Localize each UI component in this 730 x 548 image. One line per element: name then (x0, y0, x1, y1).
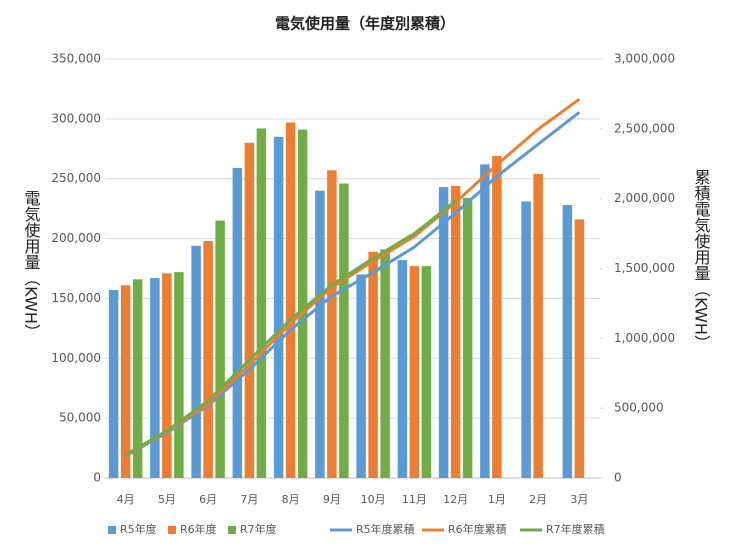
legend-swatch (168, 526, 176, 534)
chart-title: 電気使用量（年度別累積） (275, 15, 455, 33)
legend-label: R5年度 (120, 522, 157, 536)
x-tick-label: 10月 (361, 493, 386, 506)
x-tick-label: 3月 (570, 493, 588, 506)
bar (480, 164, 490, 478)
bar (368, 251, 378, 478)
bar (315, 190, 325, 478)
y-tick-label: 350,000 (51, 52, 101, 66)
bar (132, 279, 143, 478)
legend-label: R6年度 (180, 522, 217, 536)
bar (297, 129, 308, 479)
x-tick-label: 4月 (117, 493, 135, 506)
bar (397, 260, 408, 478)
bar (574, 219, 585, 478)
y-tick-label: 200,000 (51, 231, 101, 245)
line (124, 97, 581, 457)
legend-label: R7年度累積 (546, 522, 605, 536)
y-axis-title: 電気使用量（KWH） (22, 190, 41, 340)
bar (380, 249, 390, 478)
x-tick-label: 9月 (323, 493, 341, 506)
y-tick-label: 0 (93, 471, 101, 485)
x-tick-label: 12月 (443, 493, 468, 506)
legend-swatch (108, 526, 116, 534)
bar (462, 197, 473, 478)
y2-tick-label: 3,000,000 (614, 52, 675, 66)
bar (150, 278, 160, 478)
y2-tick-label: 1,500,000 (614, 261, 675, 275)
bar (162, 273, 172, 478)
y2-tick-label: 0 (614, 471, 622, 485)
legend-label: R7年度 (240, 522, 277, 536)
bar (356, 274, 366, 478)
bar (521, 201, 531, 478)
x-tick-label: 2月 (529, 493, 547, 506)
bar (174, 272, 184, 478)
y-tick-label: 50,000 (59, 411, 101, 425)
bar (191, 245, 201, 478)
x-tick-label: 8月 (282, 493, 300, 506)
y2-axis-title: 累積電気使用量（KWH） (692, 169, 711, 351)
bar (438, 187, 449, 478)
x-tick-label: 7月 (240, 493, 258, 506)
x-tick-label: 6月 (199, 493, 217, 506)
bar (244, 142, 255, 479)
y2-tick-label: 1,000,000 (614, 331, 675, 345)
bar (273, 136, 284, 479)
y2-tick-label: 500,000 (614, 401, 664, 415)
bar (203, 240, 213, 478)
legend-label: R5年度累積 (356, 522, 415, 536)
bar (285, 122, 296, 478)
bar (450, 185, 461, 478)
y-tick-label: 250,000 (51, 171, 101, 185)
bar (421, 266, 432, 478)
x-tick-label: 1月 (488, 493, 506, 506)
y2-tick-label: 2,000,000 (614, 191, 675, 205)
legend-label: R6年度累積 (448, 522, 507, 536)
bar (492, 155, 502, 478)
y-tick-label: 300,000 (51, 111, 101, 125)
x-tick-label: 5月 (158, 493, 176, 506)
y-tick-label: 150,000 (51, 291, 101, 305)
bar (409, 266, 420, 478)
bar (120, 285, 131, 478)
bar (215, 220, 225, 478)
bar (339, 183, 349, 478)
legend-swatch (228, 526, 236, 534)
x-tick-label: 11月 (402, 493, 427, 506)
bar (232, 167, 243, 478)
y2-tick-label: 2,500,000 (614, 121, 675, 135)
line (124, 199, 457, 457)
bar (108, 290, 119, 478)
bar (327, 170, 337, 478)
bar (256, 128, 267, 479)
y-tick-label: 100,000 (51, 351, 101, 365)
bar (533, 173, 543, 478)
bar (562, 205, 573, 478)
